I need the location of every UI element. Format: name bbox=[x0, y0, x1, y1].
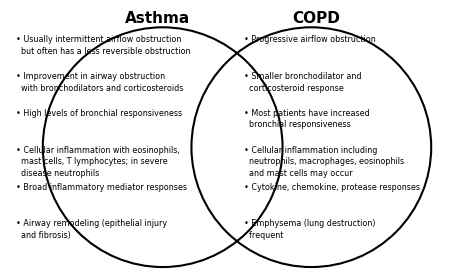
Text: • Improvement in airway obstruction
  with bronchodilators and corticosteroids: • Improvement in airway obstruction with… bbox=[16, 72, 184, 93]
Text: COPD: COPD bbox=[292, 11, 340, 26]
Text: • Cytokine, chemokine, protease responses: • Cytokine, chemokine, protease response… bbox=[244, 183, 420, 192]
Text: • Airway remodeling (epithelial injury
  and fibrosis): • Airway remodeling (epithelial injury a… bbox=[16, 219, 167, 240]
Text: • Most patients have increased
  bronchial responsiveness: • Most patients have increased bronchial… bbox=[244, 109, 370, 130]
Text: • Progressive airflow obstruction: • Progressive airflow obstruction bbox=[244, 36, 376, 44]
Text: Asthma: Asthma bbox=[126, 11, 191, 26]
Text: • High levels of bronchial responsiveness: • High levels of bronchial responsivenes… bbox=[16, 109, 182, 118]
Text: • Emphysema (lung destruction)
  frequent: • Emphysema (lung destruction) frequent bbox=[244, 219, 375, 240]
Text: • Usually intermittent airflow obstruction
  but often has a less reversible obs: • Usually intermittent airflow obstructi… bbox=[16, 36, 191, 56]
Text: • Smaller bronchodilator and
  corticosteroid response: • Smaller bronchodilator and corticoster… bbox=[244, 72, 362, 93]
Text: • Cellular inflammation including
  neutrophils, macrophages, eosinophils
  and : • Cellular inflammation including neutro… bbox=[244, 146, 404, 178]
Text: • Cellular inflammation with eosinophils,
  mast cells, T lymphocytes; in severe: • Cellular inflammation with eosinophils… bbox=[16, 146, 180, 178]
Text: • Broad inflammatory mediator responses: • Broad inflammatory mediator responses bbox=[16, 183, 187, 192]
